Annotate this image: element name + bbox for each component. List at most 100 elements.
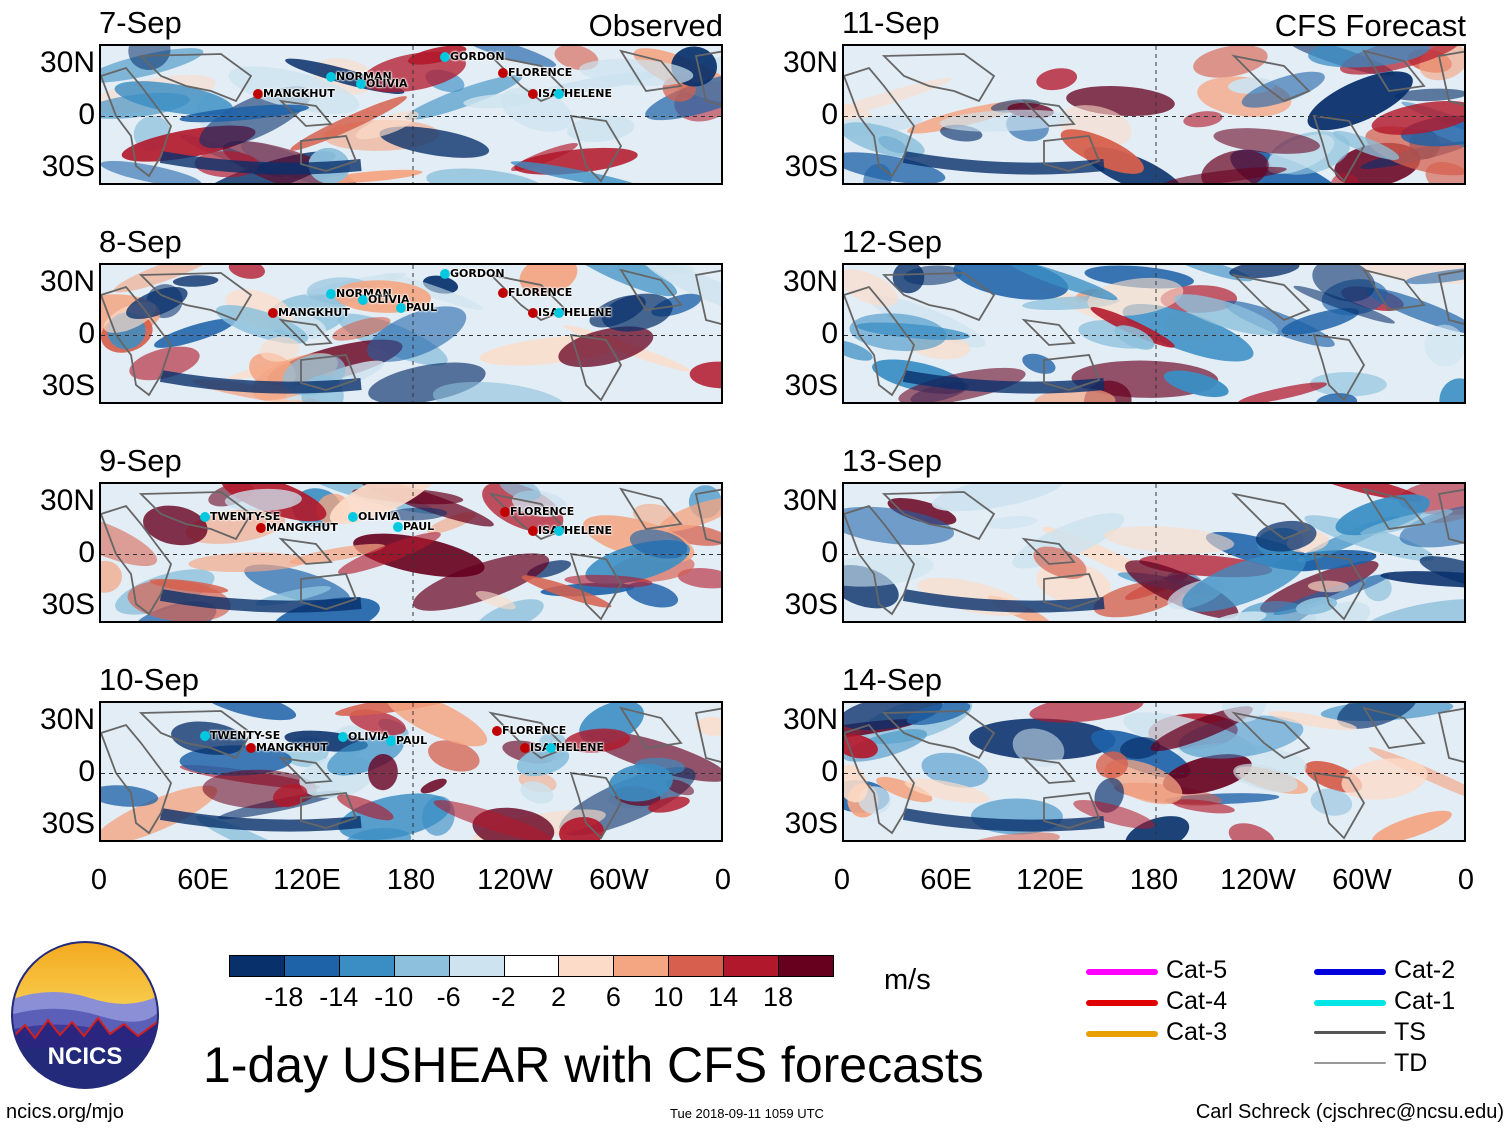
lon-tick-label: 180 [386, 864, 436, 896]
lat-tick-label: 0 [821, 755, 838, 788]
storm-label: FLORENCE [510, 505, 575, 518]
shear-field [844, 265, 1464, 402]
shear-field [844, 703, 1464, 840]
storm-marker [358, 295, 368, 305]
lat-tick-label: 30N [782, 703, 838, 736]
shear-field [101, 265, 721, 402]
panel-date-label: 14-Sep [842, 662, 942, 697]
legend-line-Cat-2 [1314, 969, 1386, 975]
legend-label-Cat-5: Cat-5 [1166, 956, 1228, 984]
shear-field [844, 484, 1464, 621]
storm-label: FLORENCE [502, 724, 567, 737]
shear-field [844, 46, 1464, 183]
colorbar-tick-label: -2 [491, 982, 516, 1012]
storm-marker [554, 526, 564, 536]
storm-label: OLIVIA [358, 510, 400, 523]
shear-field [101, 484, 721, 621]
storm-marker [253, 89, 263, 99]
storm-marker [200, 512, 210, 522]
colorbar-swatch [668, 955, 725, 977]
colorbar-tick-label: 6 [605, 982, 621, 1012]
lon-tick-label: 60E [177, 864, 229, 896]
storm-label: GORDON [450, 267, 505, 280]
storm-label: FLORENCE [508, 66, 573, 79]
lat-tick-label: 30S [784, 150, 838, 183]
storm-marker [396, 303, 406, 313]
lat-tick-label: 30N [39, 484, 95, 517]
lon-tick-label: 60E [920, 864, 972, 896]
storm-label: HELENE [564, 87, 612, 100]
legend-label-TD: TD [1394, 1049, 1428, 1077]
storm-label: OLIVIA [348, 730, 390, 743]
colorbar-tick-label: 10 [653, 982, 684, 1012]
lat-tick-label: 30N [39, 46, 95, 79]
panel-date-label: 13-Sep [842, 443, 942, 478]
lon-tick-label: 0 [833, 864, 851, 896]
legend-line-TS [1314, 1031, 1386, 1034]
shear-map-13-Sep [842, 482, 1466, 623]
legend-line-Cat-3 [1086, 1031, 1158, 1037]
lat-tick-label: 0 [821, 98, 838, 131]
storm-marker [440, 52, 450, 62]
colorbar-units: m/s [884, 964, 931, 996]
storm-marker [256, 523, 266, 533]
colorbar-swatch [283, 955, 340, 977]
lat-tick-label: 30N [39, 703, 95, 736]
shear-map-12-Sep [842, 263, 1466, 404]
storm-marker [528, 89, 538, 99]
colorbar-swatch [448, 955, 505, 977]
colorbar-tick-label: -18 [264, 982, 304, 1012]
storm-label: GORDON [450, 50, 505, 63]
colorbar-swatch [778, 955, 834, 977]
lon-tick-label: 0 [1457, 864, 1475, 896]
legend-label-Cat-2: Cat-2 [1394, 956, 1456, 984]
colorbar-swatch [613, 955, 670, 977]
storm-marker [348, 512, 358, 522]
storm-label: PAUL [396, 734, 428, 747]
footer-author: Carl Schreck (cjschrec@ncsu.edu) [1195, 1101, 1504, 1123]
storm-label: PAUL [406, 301, 438, 314]
legend-line-Cat-5 [1086, 969, 1158, 975]
lat-tick-label: 30N [39, 265, 95, 298]
colorbar-tick-label: -14 [319, 982, 359, 1012]
storm-label: TWENTY-SE [210, 729, 281, 742]
storm-marker [492, 726, 502, 736]
storm-marker [554, 308, 564, 318]
lat-tick-label: 0 [78, 317, 95, 350]
storm-marker [520, 743, 530, 753]
storm-marker [200, 731, 210, 741]
panel-date-label: 12-Sep [842, 224, 942, 259]
storm-marker [554, 89, 564, 99]
shear-map-11-Sep [842, 44, 1466, 185]
storm-marker [528, 308, 538, 318]
lon-tick-label: 180 [1129, 864, 1179, 896]
shear-field [101, 703, 721, 840]
lat-tick-label: 30N [782, 265, 838, 298]
panel-date-label: 10-Sep [99, 662, 199, 697]
colorbar-swatch [393, 955, 450, 977]
lat-tick-label: 30S [784, 807, 838, 840]
panel-date-label: 9-Sep [99, 443, 182, 478]
lon-tick-label: 120E [1016, 864, 1084, 896]
panel-date-label: 11-Sep [842, 5, 940, 40]
colorbar-tick-label: -6 [436, 982, 461, 1012]
storm-label: FLORENCE [508, 286, 573, 299]
storm-label: MANGKHUT [263, 87, 335, 100]
storm-label: TWENTY-SE [210, 510, 281, 523]
colorbar-swatch [338, 955, 395, 977]
figure-title: 1-day USHEAR with CFS forecasts [203, 1037, 984, 1093]
shear-map-14-Sep [842, 701, 1466, 842]
observed-header: Observed [588, 8, 723, 43]
legend-line-TD [1314, 1062, 1386, 1064]
storm-marker [338, 732, 348, 742]
lat-tick-label: 30S [41, 807, 95, 840]
storm-label: HELENE [564, 306, 612, 319]
footer-url[interactable]: ncics.org/mjo [6, 1101, 124, 1123]
storm-label: MANGKHUT [256, 741, 328, 754]
storm-marker [246, 743, 256, 753]
lat-tick-label: 0 [821, 536, 838, 569]
lat-tick-label: 0 [821, 317, 838, 350]
colorbar-swatch [229, 955, 285, 977]
forecast-header: CFS Forecast [1274, 8, 1466, 43]
storm-marker [356, 79, 366, 89]
